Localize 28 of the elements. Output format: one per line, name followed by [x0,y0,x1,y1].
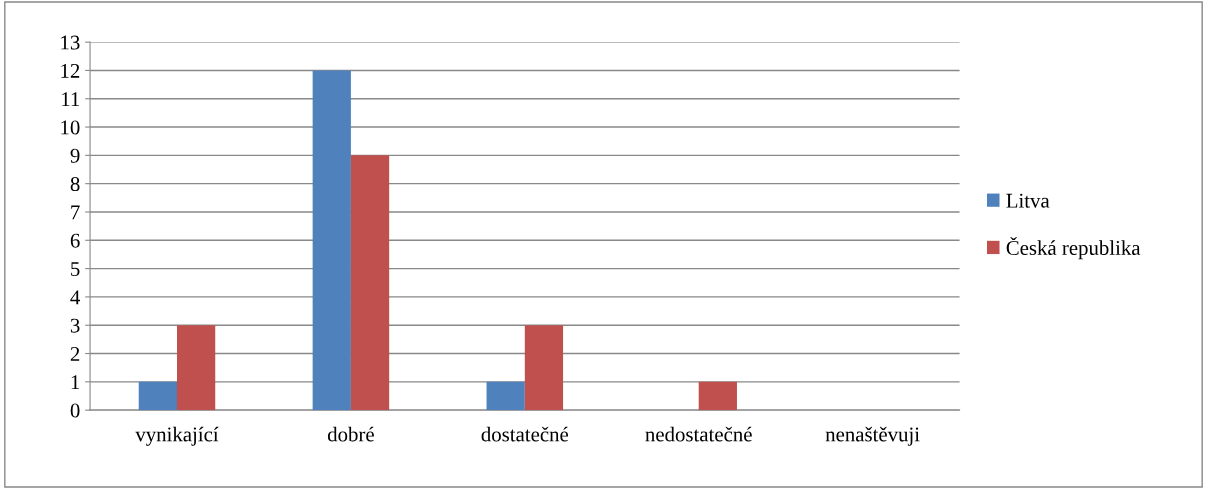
bar [698,381,737,411]
legend-label: Česká republika [1006,236,1141,260]
bar [312,70,351,411]
bar [524,325,564,411]
y-tick-label: 2 [70,346,80,361]
x-tick-label: nenaštěvuji [825,426,920,446]
x-tick-label: dostatečné [481,426,569,442]
y-tick-label: 3 [70,318,80,333]
y-tick-label: 8 [70,177,80,192]
y-tick-label: 7 [71,205,80,220]
y-tick-label: 10 [61,120,80,135]
x-tick-label: dobré [327,426,374,442]
legend-label: Litva [1006,193,1050,208]
y-tick-label: 9 [70,148,80,163]
y-tick-label: 11 [62,92,80,106]
y-tick-label: 0 [70,403,80,418]
x-tick-label: nedostatečné [645,426,752,442]
bar [176,325,216,411]
x-tick-label: vynikající [135,426,219,446]
y-tick-label: 6 [70,233,80,248]
y-tick-label: 12 [61,63,80,78]
y-tick-label: 5 [71,262,80,277]
y-tick-label: 4 [70,290,80,305]
bar [350,155,390,411]
bar [486,381,525,411]
y-tick-label: 13 [61,35,80,50]
bar [138,381,177,411]
y-tick-label: 1 [71,375,80,390]
